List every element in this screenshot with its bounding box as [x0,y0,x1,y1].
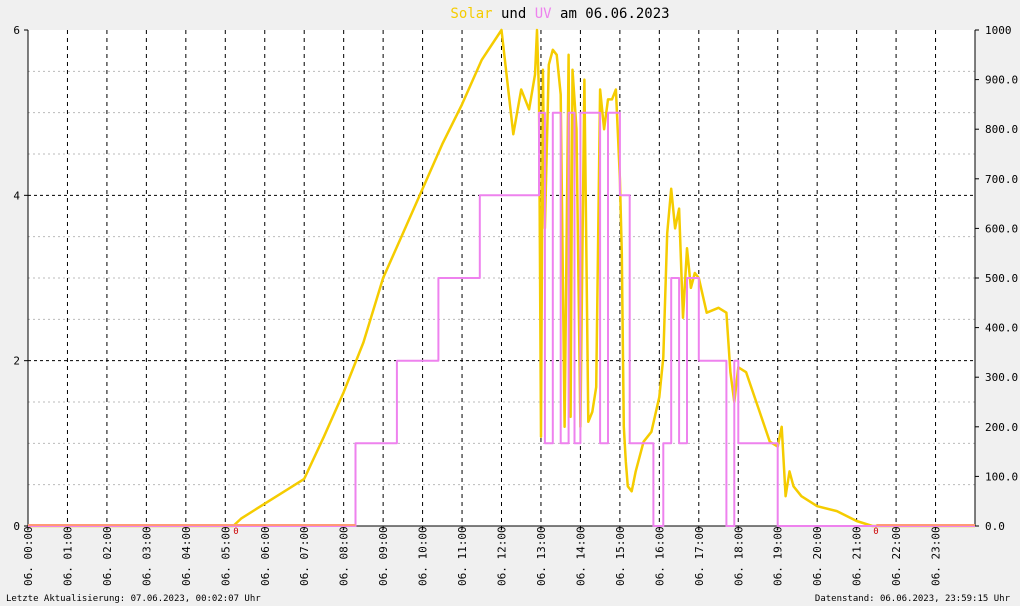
zero-marker-left: 0 [233,527,238,537]
x-tick-label: 06. 22:00 [890,526,903,586]
x-tick-label: 06. 04:00 [180,526,193,586]
y-right-tick-label: 300.0 [985,371,1018,384]
x-tick-label: 06. 08:00 [338,526,351,586]
y-right-tick-label: 1000 [985,24,1012,37]
x-tick-label: 06. 05:00 [219,526,232,586]
x-tick-label: 06. 01:00 [61,526,74,586]
x-tick-label: 06. 02:00 [101,526,114,586]
title-uv: UV [535,6,552,22]
x-tick-label: 06. 18:00 [732,526,745,586]
x-tick-label: 06. 10:00 [417,526,430,586]
zero-marker-right: 0 [873,527,878,537]
y-right-tick-label: 400.0 [985,322,1018,335]
y-left-tick-label: 0 [13,520,20,533]
x-tick-label: 06. 12:00 [496,526,509,586]
series-layer [28,28,975,528]
x-tick-label: 06. 17:00 [693,526,706,586]
x-tick-label: 06. 06:00 [259,526,272,586]
x-tick-label: 06. 15:00 [614,526,627,586]
tick-labels: 0 2 4 6 0.0 100.0 200.0 300.0 400.0 500.0 600.0 700… [13,24,1018,586]
x-tick-label: 06. 03:00 [140,526,153,586]
x-tick-label: 06. 13:00 [535,526,548,586]
x-tick-label: 06. 21:00 [851,526,864,586]
y-right-tick-label: 0.0 [985,520,1005,533]
x-tick-label: 06. 07:00 [298,526,311,586]
x-tick-label: 06. 20:00 [811,526,824,586]
title-date: am 06.06.2023 [560,6,670,22]
series-line-solar [28,28,975,528]
title-und: und [501,6,535,22]
x-tick-label: 06. 00:00 [22,526,35,586]
x-tick-label: 06. 09:00 [377,526,390,586]
y-right-tick-label: 500.0 [985,272,1018,285]
series-line-uv [28,111,975,527]
y-right-tick-label: 600.0 [985,222,1018,235]
y-right-tick-label: 700.0 [985,173,1018,186]
x-tick-label: 06. 19:00 [772,526,785,586]
x-tick-label: 06. 14:00 [574,526,587,586]
x-tick-label: 06. 16:00 [653,526,666,586]
y-right-tick-label: 900.0 [985,74,1018,87]
y-right-tick-label: 200.0 [985,421,1018,434]
grid [28,30,975,526]
title-solar: Solar [450,6,492,22]
y-right-tick-label: 100.0 [985,470,1018,483]
x-tick-label: 06. 11:00 [456,526,469,586]
chart-title: Solar und UV am 06.06.2023 [450,6,669,22]
y-left-tick-label: 6 [13,24,20,37]
x-tick-label: 06. 23:00 [930,526,943,586]
y-left-tick-label: 2 [13,355,20,368]
footer-data-status: Datenstand: 06.06.2023, 23:59:15 Uhr [815,594,1011,604]
y-left-tick-label: 4 [13,189,20,202]
footer-last-update: Letzte Aktualisierung: 07.06.2023, 00:02… [6,594,261,604]
y-right-tick-label: 800.0 [985,123,1018,136]
